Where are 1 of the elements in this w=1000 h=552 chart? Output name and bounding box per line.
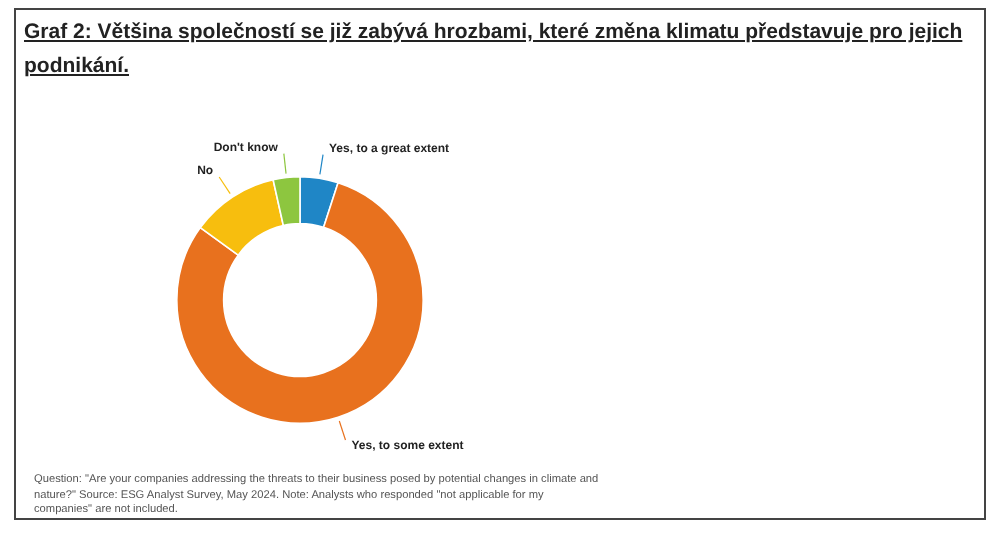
chart-title: Graf 2: Většina společností se již zabývá hrozbami, které změna klimatu představuje pro jejich podnikání.: [24, 18, 965, 82]
